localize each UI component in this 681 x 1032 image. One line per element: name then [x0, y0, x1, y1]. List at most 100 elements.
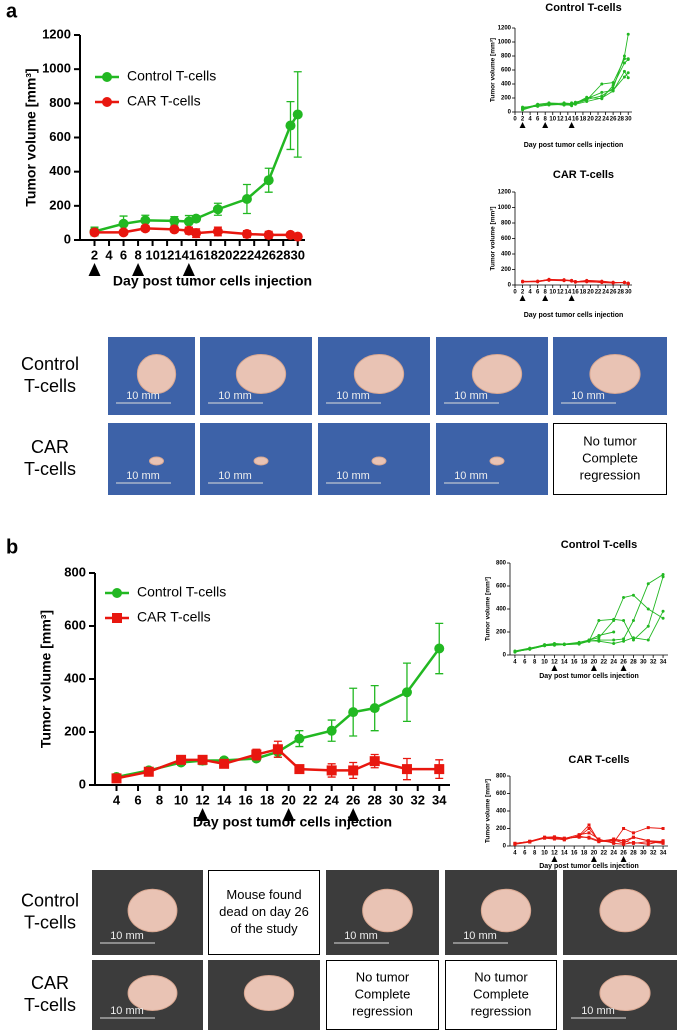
data-point: [552, 835, 556, 839]
data-point: [169, 224, 180, 235]
y-axis-label: Tumor volume [mm³]: [485, 779, 492, 843]
text-box: [326, 960, 439, 1030]
data-point: [263, 175, 274, 186]
x-tick-label: 34: [660, 851, 667, 857]
tumor: [127, 888, 178, 933]
data-point: [622, 69, 626, 73]
y-tick-label: 0: [503, 844, 507, 850]
data-point: [612, 841, 616, 845]
injection-arrow: [542, 295, 549, 301]
y-tick-label: 1000: [498, 40, 512, 46]
tumor: [371, 456, 387, 466]
data-point: [622, 596, 626, 599]
panel-label: b: [6, 536, 18, 558]
x-tick-label: 4: [528, 290, 532, 296]
y-axis-label: Tumor volume [mm³]: [38, 610, 54, 748]
tumor: [599, 975, 651, 1011]
data-point: [528, 840, 532, 844]
x-tick-label: 14: [561, 851, 568, 857]
scale-label: 10 mm: [336, 470, 370, 482]
scale-label: 10 mm: [581, 1005, 615, 1017]
tumor: [599, 888, 651, 933]
data-point: [585, 280, 589, 284]
data-point: [140, 215, 151, 226]
data-point: [536, 103, 540, 107]
x-tick-label: 14: [561, 660, 568, 666]
data-point: [622, 839, 626, 843]
y-tick-label: 1000: [498, 205, 512, 211]
row-label: Control: [21, 354, 79, 374]
data-point: [612, 630, 616, 634]
x-tick-label: 24: [247, 247, 262, 262]
x-tick-label: 16: [572, 290, 579, 296]
box-text: Complete: [582, 450, 638, 465]
injection-arrow: [590, 665, 597, 671]
x-tick-label: 14: [564, 117, 571, 123]
y-tick-label: 0: [79, 776, 86, 791]
data-point: [612, 619, 616, 622]
x-tick-label: 20: [591, 851, 598, 857]
data-point: [521, 108, 525, 112]
x-tick-label: 12: [160, 247, 174, 262]
data-point: [587, 823, 591, 827]
data-point: [597, 639, 601, 643]
y-tick-label: 400: [501, 82, 512, 88]
data-point: [661, 609, 665, 613]
box-text: regression: [352, 1003, 413, 1018]
data-point: [612, 642, 616, 645]
scale-label: 10 mm: [571, 390, 605, 402]
x-tick-label: 22: [595, 290, 602, 296]
tumor: [235, 354, 287, 394]
data-point: [600, 97, 604, 101]
x-tick-label: 28: [630, 660, 637, 666]
data-point: [348, 765, 359, 776]
scale-label: 10 mm: [463, 930, 497, 942]
x-tick-label: 24: [610, 660, 617, 666]
x-axis-label: Day post tumor cells injection: [539, 863, 639, 870]
data-point: [600, 280, 604, 284]
row-label: T-cells: [24, 912, 76, 932]
tumor: [127, 975, 178, 1011]
x-tick-label: 4: [513, 851, 517, 857]
injection-arrow: [132, 263, 145, 276]
legend-label: CAR T-cells: [127, 93, 201, 109]
data-point: [600, 90, 604, 94]
x-tick-label: 20: [587, 117, 594, 123]
text-box: [445, 960, 557, 1030]
data-point: [513, 841, 517, 845]
x-tick-label: 8: [544, 290, 548, 296]
chart-title: Control T-cells: [545, 2, 621, 14]
scale-label: 10 mm: [218, 390, 252, 402]
data-point: [646, 638, 650, 642]
text-box: [208, 870, 320, 955]
data-point: [646, 842, 650, 846]
data-point: [140, 223, 151, 234]
data-point: [348, 707, 359, 718]
x-tick-label: 26: [620, 851, 627, 857]
data-point: [646, 624, 650, 628]
data-point: [543, 836, 547, 840]
x-tick-label: 2: [521, 290, 525, 296]
x-tick-label: 4: [513, 660, 517, 666]
x-tick-label: 32: [410, 792, 424, 807]
data-point: [585, 100, 589, 103]
row-label: T-cells: [24, 995, 76, 1015]
x-tick-label: 6: [523, 851, 527, 857]
data-point: [646, 582, 650, 586]
y-tick-label: 400: [49, 163, 71, 178]
data-point: [577, 834, 581, 838]
data-point: [536, 280, 540, 284]
x-tick-label: 34: [660, 660, 667, 666]
data-point: [622, 637, 626, 641]
y-tick-label: 0: [503, 653, 507, 659]
scale-label: 10 mm: [110, 1005, 144, 1017]
x-tick-label: 26: [610, 117, 617, 123]
x-tick-label: 14: [564, 290, 571, 296]
x-tick-label: 10: [549, 117, 556, 123]
x-tick-label: 24: [602, 117, 609, 123]
data-point: [513, 650, 517, 654]
data-point: [326, 725, 337, 736]
x-tick-label: 22: [600, 851, 607, 857]
data-point: [661, 839, 665, 843]
x-tick-label: 26: [620, 660, 627, 666]
